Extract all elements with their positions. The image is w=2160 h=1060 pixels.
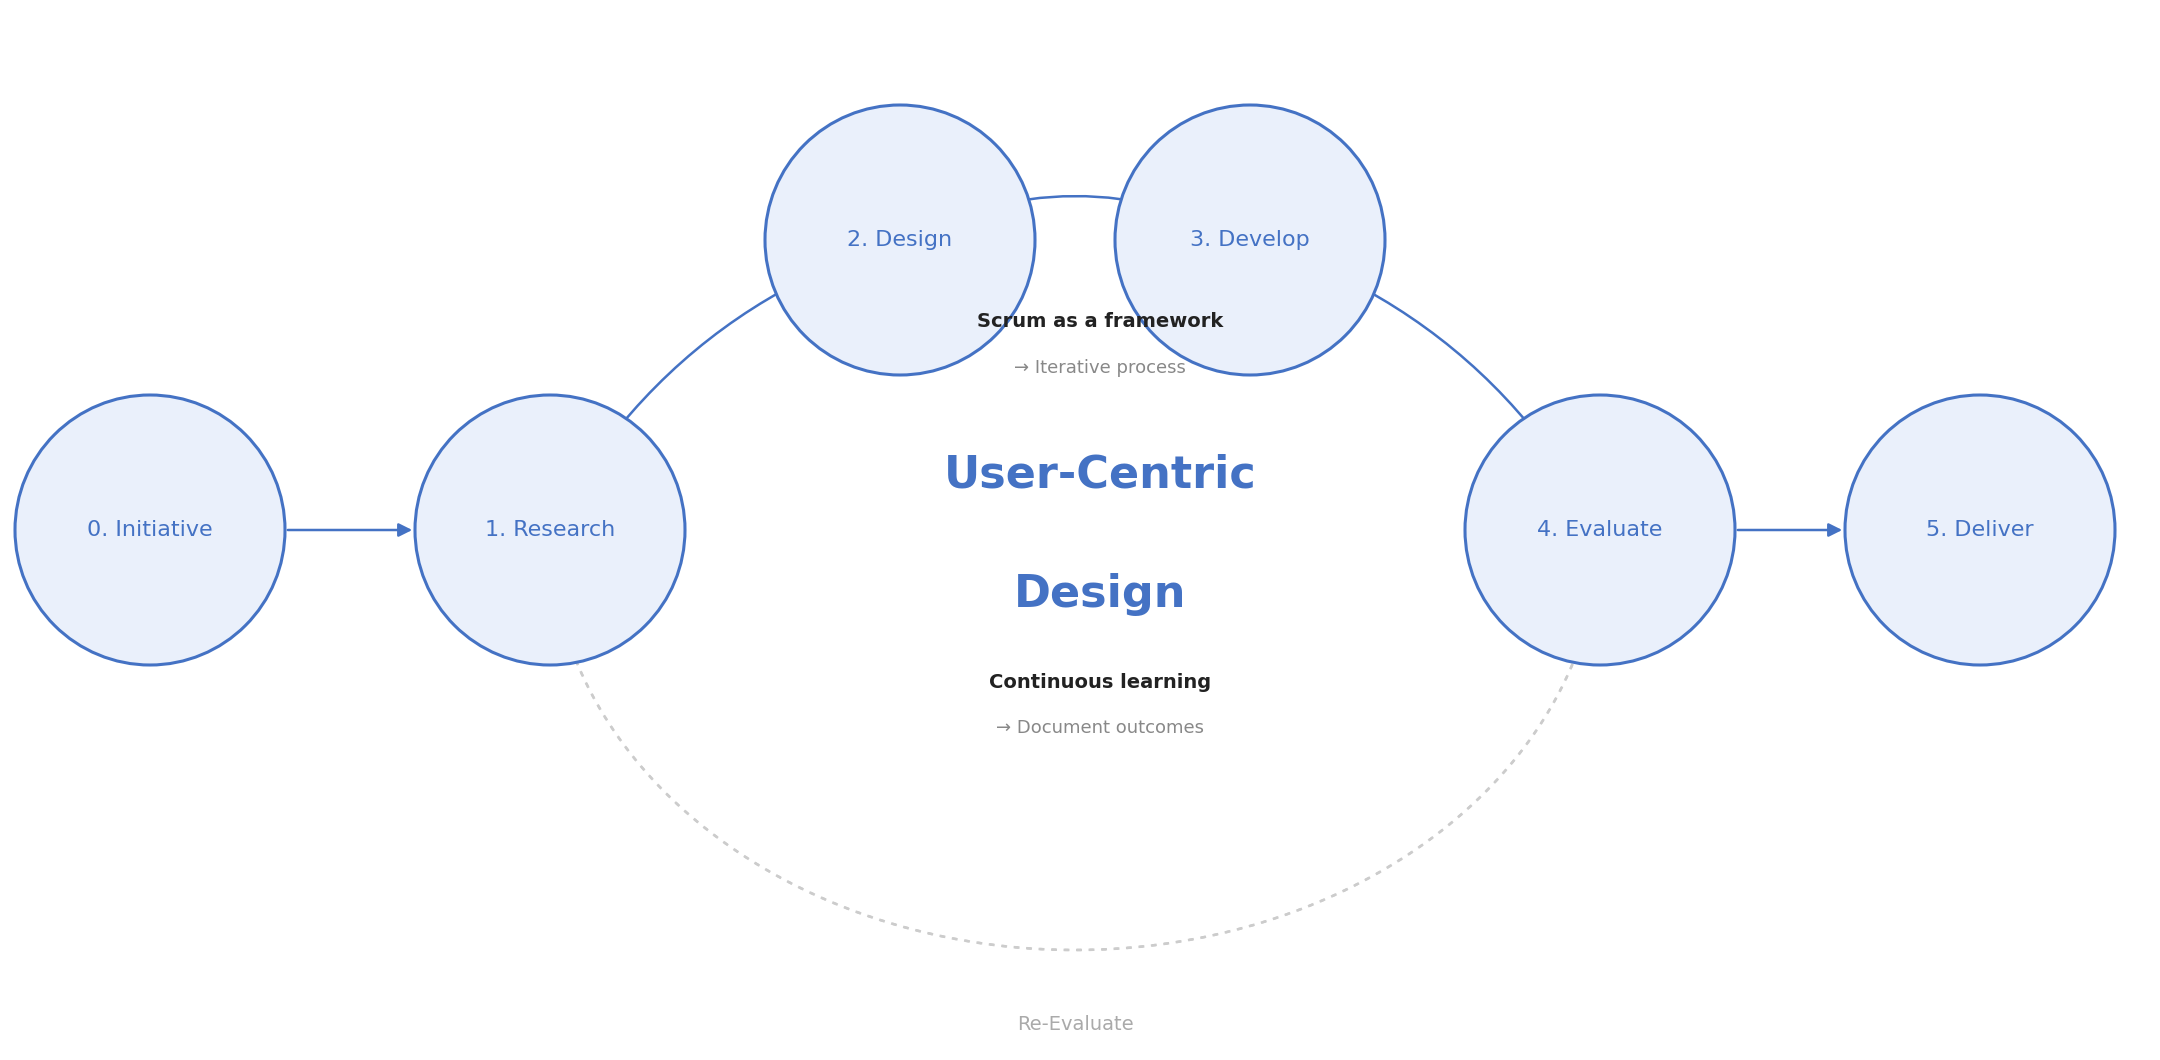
- Text: User-Centric: User-Centric: [944, 454, 1257, 496]
- Circle shape: [15, 395, 285, 665]
- Text: 0. Initiative: 0. Initiative: [86, 520, 214, 540]
- Text: 4. Evaluate: 4. Evaluate: [1538, 520, 1663, 540]
- Text: 3. Develop: 3. Develop: [1190, 230, 1309, 250]
- Circle shape: [415, 395, 685, 665]
- Circle shape: [1115, 105, 1385, 375]
- Circle shape: [1464, 395, 1734, 665]
- Text: → Iterative process: → Iterative process: [1013, 359, 1186, 377]
- Text: 2. Design: 2. Design: [847, 230, 953, 250]
- Circle shape: [765, 105, 1035, 375]
- Circle shape: [1845, 395, 2115, 665]
- Text: 1. Research: 1. Research: [484, 520, 616, 540]
- Text: Design: Design: [1013, 573, 1186, 617]
- Text: → Document outcomes: → Document outcomes: [996, 719, 1203, 737]
- Text: Re-Evaluate: Re-Evaluate: [1017, 1015, 1134, 1035]
- Text: Continuous learning: Continuous learning: [989, 672, 1212, 691]
- Text: 5. Deliver: 5. Deliver: [1927, 520, 2035, 540]
- Text: Scrum as a framework: Scrum as a framework: [976, 313, 1223, 332]
